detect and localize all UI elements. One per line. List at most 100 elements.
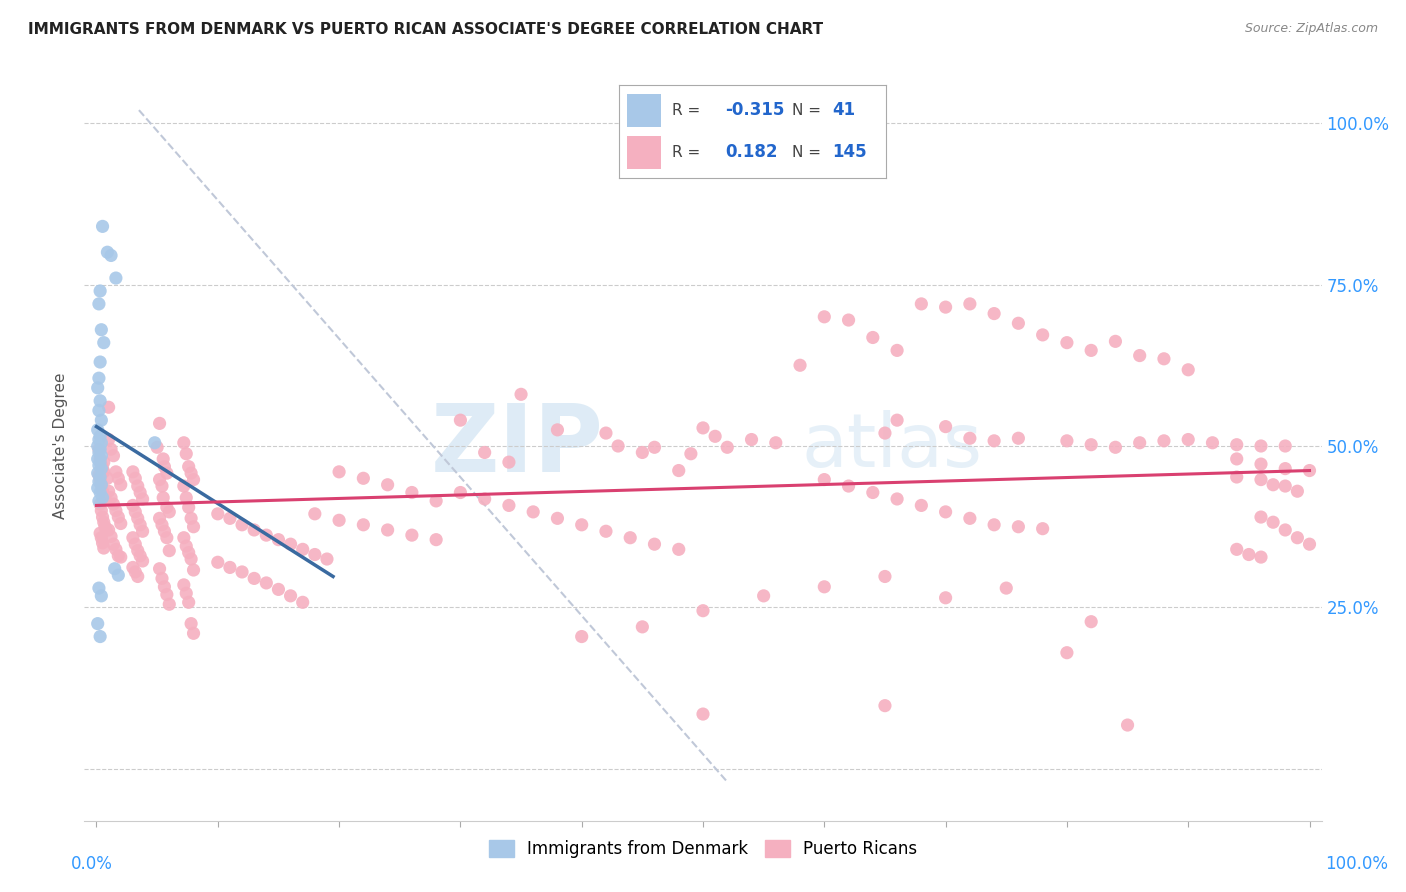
Point — [152, 491, 174, 505]
Point — [100, 248, 122, 262]
Point — [156, 500, 179, 515]
Point — [103, 537, 125, 551]
Text: 145: 145 — [832, 144, 868, 161]
Point — [96, 523, 118, 537]
Point — [86, 423, 108, 437]
Point — [522, 505, 544, 519]
Point — [87, 297, 110, 311]
Point — [104, 465, 127, 479]
Point — [1226, 438, 1249, 452]
Point — [571, 517, 593, 532]
Point — [607, 439, 630, 453]
Point — [124, 565, 146, 579]
Point — [100, 491, 122, 505]
Point — [704, 429, 727, 443]
Point — [1080, 615, 1102, 629]
Point — [813, 310, 835, 324]
Point — [510, 387, 533, 401]
Point — [267, 533, 290, 547]
Point — [90, 531, 112, 545]
Point — [1104, 440, 1126, 454]
Point — [449, 413, 471, 427]
Text: -0.315: -0.315 — [725, 101, 785, 119]
Point — [474, 491, 496, 506]
Point — [91, 510, 114, 524]
Point — [89, 429, 111, 443]
Point — [103, 497, 125, 511]
Point — [104, 542, 127, 557]
Point — [153, 459, 176, 474]
Point — [959, 511, 981, 525]
Text: R =: R = — [672, 145, 706, 160]
Point — [157, 543, 180, 558]
Point — [959, 431, 981, 445]
Text: N =: N = — [793, 103, 827, 118]
Point — [148, 417, 170, 431]
Point — [935, 300, 957, 314]
Point — [103, 449, 125, 463]
Bar — [627, 95, 661, 127]
Point — [959, 297, 981, 311]
Point — [89, 355, 111, 369]
Point — [254, 528, 277, 542]
Point — [174, 447, 197, 461]
Point — [1056, 335, 1078, 350]
Point — [87, 475, 110, 489]
Point — [474, 445, 496, 459]
Point — [129, 517, 152, 532]
Point — [89, 485, 111, 500]
Point — [122, 531, 145, 545]
Bar — [627, 136, 661, 169]
Point — [643, 537, 665, 551]
Point — [91, 461, 114, 475]
Point — [183, 626, 205, 640]
Point — [110, 550, 132, 565]
Point — [173, 578, 195, 592]
Point — [304, 548, 326, 562]
Point — [87, 442, 110, 457]
Point — [150, 517, 173, 532]
Point — [183, 563, 205, 577]
Point — [180, 466, 202, 480]
Point — [127, 479, 149, 493]
Point — [87, 433, 110, 447]
Point — [148, 473, 170, 487]
Point — [122, 465, 145, 479]
Point — [177, 459, 200, 474]
Point — [93, 515, 115, 529]
Point — [107, 549, 129, 563]
Point — [231, 517, 253, 532]
Point — [595, 524, 617, 539]
Point — [87, 403, 110, 417]
Point — [89, 442, 111, 457]
Point — [127, 543, 149, 558]
Point — [1286, 484, 1309, 499]
Point — [129, 485, 152, 500]
Point — [122, 560, 145, 574]
Point — [127, 511, 149, 525]
Point — [90, 461, 112, 475]
Point — [180, 616, 202, 631]
Point — [87, 445, 110, 459]
Point — [910, 499, 932, 513]
Point — [631, 620, 654, 634]
Point — [90, 477, 112, 491]
Point — [1286, 531, 1309, 545]
Point — [153, 524, 176, 539]
Point — [316, 552, 339, 566]
Text: N =: N = — [793, 145, 827, 160]
Point — [243, 571, 266, 585]
Point — [183, 520, 205, 534]
Point — [173, 531, 195, 545]
Point — [886, 343, 908, 358]
Point — [377, 523, 399, 537]
Point — [157, 597, 180, 611]
Point — [813, 473, 835, 487]
Point — [1080, 343, 1102, 358]
Point — [873, 698, 896, 713]
Point — [1177, 433, 1199, 447]
Point — [174, 539, 197, 553]
Point — [87, 468, 110, 483]
Point — [90, 435, 112, 450]
Point — [983, 434, 1005, 448]
